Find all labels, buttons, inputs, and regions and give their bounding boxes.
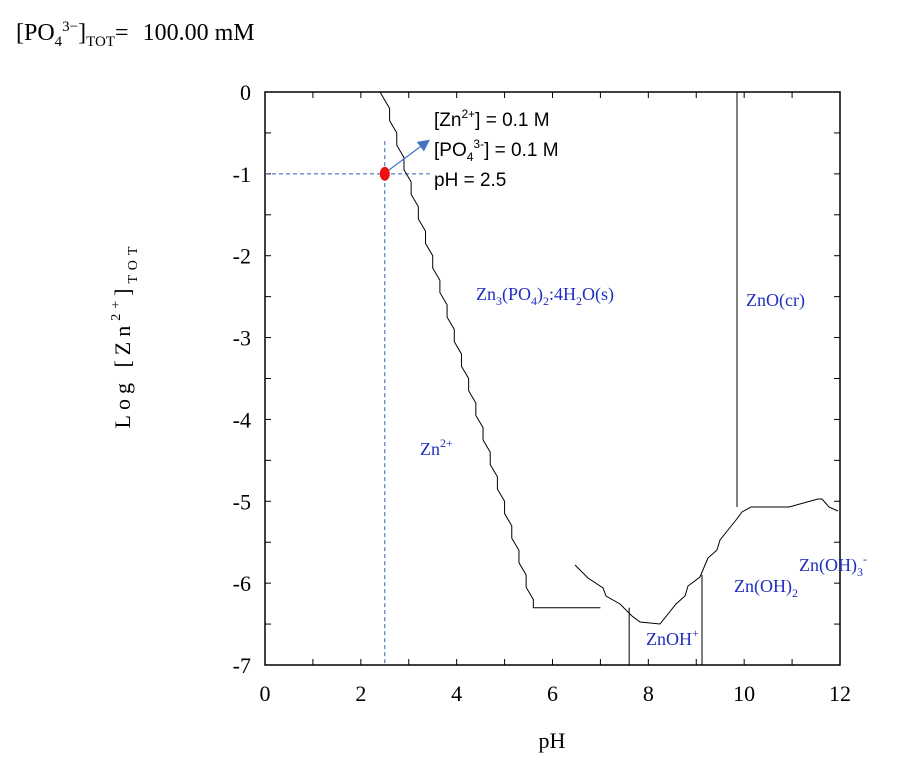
- phase-boundaries: [379, 91, 630, 665]
- x-tick-label: 6: [547, 681, 558, 706]
- region-label-znoh: ZnOH+: [646, 626, 699, 649]
- chart-title: [PO43−]TOT= 100.00 mM: [16, 19, 255, 50]
- region-label-zno: ZnO(cr): [746, 290, 805, 311]
- x-axis-label: pH: [539, 728, 566, 753]
- x-tick-label: 12: [829, 681, 851, 706]
- y-tick-label: 0: [240, 80, 251, 105]
- y-tick-label: -6: [233, 571, 251, 596]
- x-tick-label: 4: [451, 681, 462, 706]
- annotation-ph: pH = 2.5: [434, 170, 506, 191]
- annotation-arrow: [388, 139, 430, 171]
- x-tick-label: 8: [643, 681, 654, 706]
- y-tick-label: -5: [233, 489, 251, 514]
- zn2-vs-zn3po4-boundary: [379, 91, 601, 609]
- boundary-right-branch: [574, 498, 839, 625]
- y-tick-label: -2: [233, 244, 251, 269]
- x-tick-label: 2: [355, 681, 366, 706]
- region-label-znoh3: Zn(OH)3-: [799, 552, 867, 579]
- region-label-zn3po4: Zn3(PO4)2:4H2O(s): [476, 284, 614, 308]
- y-axis-ticks: 0 -1 -2 -3 -4 -5 -6 -7: [233, 80, 840, 678]
- y-axis-label: Log [Zn2+]TOT: [109, 242, 141, 429]
- annotation-zn-concentration: [Zn2+] = 0.1 M: [434, 107, 550, 131]
- x-axis-ticks: 0 2 4 6 8 10 12: [260, 92, 851, 706]
- y-tick-label: -4: [233, 407, 251, 432]
- region-label-zn2: Zn2+: [420, 436, 453, 459]
- y-tick-label: -7: [233, 653, 251, 678]
- y-tick-label: -1: [233, 162, 251, 187]
- x-tick-label: 0: [260, 681, 271, 706]
- x-tick-label: 10: [733, 681, 755, 706]
- region-label-znoh2: Zn(OH)2: [734, 576, 798, 600]
- data-point-marker: [379, 166, 390, 181]
- y-tick-label: -3: [233, 326, 251, 351]
- annotation-po4-concentration: [PO43-] = 0.1 M: [434, 137, 559, 164]
